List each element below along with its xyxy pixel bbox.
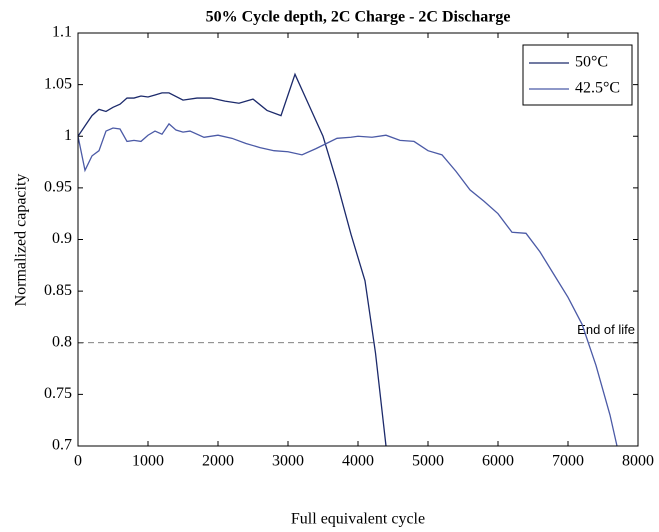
x-tick-label: 0 bbox=[74, 453, 82, 470]
y-tick-label: 0.8 bbox=[52, 333, 72, 350]
x-tick-label: 8000 bbox=[622, 453, 654, 470]
y-tick-label: 1 bbox=[64, 127, 72, 144]
x-tick-label: 2000 bbox=[202, 453, 234, 470]
legend-label: 42.5°C bbox=[575, 80, 620, 97]
x-tick-label: 7000 bbox=[552, 453, 584, 470]
chart-title: 50% Cycle depth, 2C Charge - 2C Discharg… bbox=[206, 9, 511, 26]
x-tick-label: 1000 bbox=[132, 453, 164, 470]
y-tick-label: 1.05 bbox=[44, 75, 72, 92]
x-tick-label: 3000 bbox=[272, 453, 304, 470]
y-tick-label: 0.95 bbox=[44, 179, 72, 196]
plot-frame bbox=[77, 32, 639, 447]
y-tick-label: 0.9 bbox=[52, 230, 72, 247]
series-line bbox=[77, 122, 618, 447]
y-tick-label: 0.75 bbox=[44, 385, 72, 402]
x-tick-label: 5000 bbox=[412, 453, 444, 470]
x-tick-label: 6000 bbox=[482, 453, 514, 470]
series-line bbox=[77, 72, 387, 447]
y-tick-label: 0.85 bbox=[44, 282, 72, 299]
y-tick-label: 1.1 bbox=[52, 24, 72, 41]
x-tick-label: 4000 bbox=[342, 453, 374, 470]
legend-box bbox=[522, 44, 633, 106]
x-axis-label: Full equivalent cycle bbox=[291, 511, 425, 528]
y-axis-label: Normalized capacity bbox=[13, 174, 30, 307]
legend-label: 50°C bbox=[575, 54, 608, 71]
y-tick-label: 0.7 bbox=[52, 437, 72, 454]
threshold-label: End of life bbox=[577, 322, 635, 337]
